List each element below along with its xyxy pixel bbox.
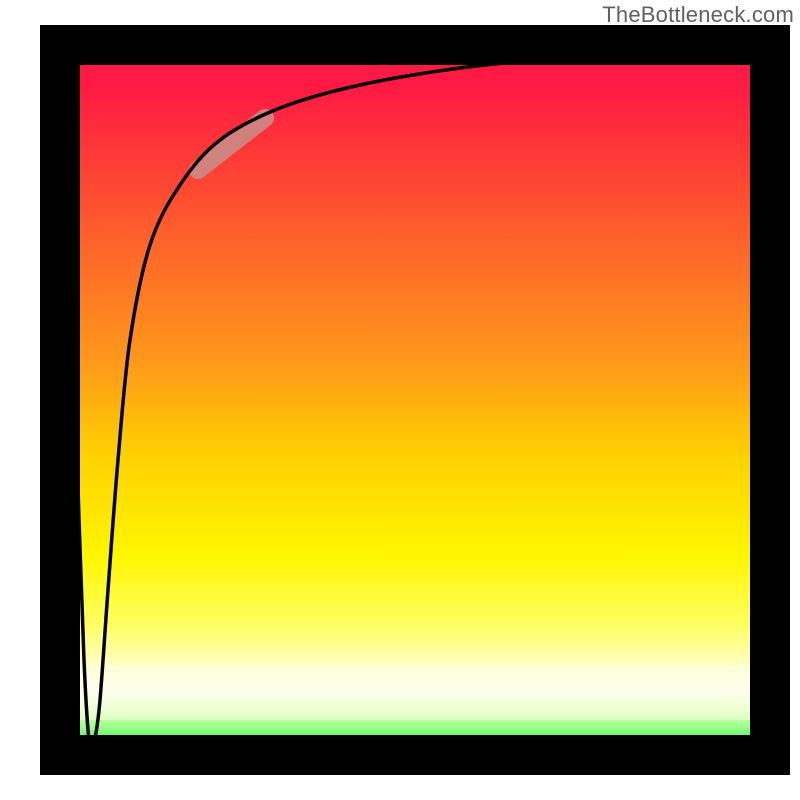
chart-root: TheBottleneck.com — [0, 0, 800, 800]
frame-top — [40, 25, 790, 65]
chart-svg — [0, 0, 800, 800]
haze-band — [60, 665, 770, 720]
watermark-text: TheBottleneck.com — [602, 2, 794, 28]
frame-left — [40, 25, 80, 775]
frame-right — [750, 25, 790, 775]
plot-gradient — [60, 45, 770, 755]
frame-bottom — [40, 735, 790, 775]
